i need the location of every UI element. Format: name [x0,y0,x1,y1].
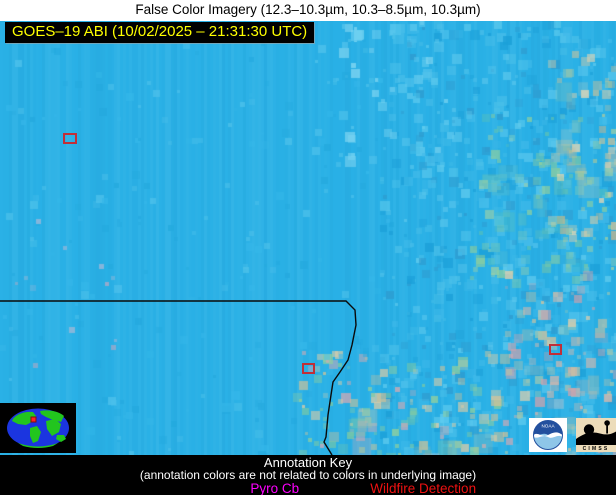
annotation-key-bar: Annotation Key (annotation colors are no… [0,455,616,495]
wildfire-detection-box [302,363,315,374]
legend-wildfire-detection: Wildfire Detection [370,481,477,495]
noaa-logo: NOAA [529,418,567,452]
view-location-marker [30,416,37,423]
wildfire-detection-box [549,344,562,355]
source-timestamp-label: GOES–19 ABI (10/02/2025 – 21:31:30 UTC) [5,22,315,43]
annotation-key-subtitle: (annotation colors are not related to co… [139,468,477,482]
noaa-logo-text: NOAA [541,424,555,429]
wildfire-detection-box [63,133,77,144]
annotation-key-items: Pyro Cb Wildfire Detection [0,481,616,495]
cimss-logo-text: CIMSS [583,446,610,452]
earth-locator-logo [0,403,76,453]
legend-pyro-cb: Pyro Cb [250,481,300,495]
cimss-logo: CIMSS [576,418,616,452]
page-title: False Color Imagery (12.3–10.3µm, 10.3–8… [135,2,481,17]
satellite-imagery: GOES–19 ABI (10/02/2025 – 21:31:30 UTC) … [0,21,616,455]
false-color-imagery-canvas [0,21,616,455]
annotation-key-title: Annotation Key [263,455,353,470]
header-bar: False Color Imagery (12.3–10.3µm, 10.3–8… [0,0,616,21]
